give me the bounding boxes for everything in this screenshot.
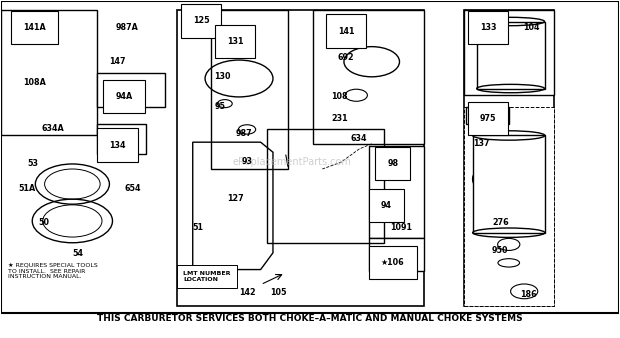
Text: 142: 142 <box>239 288 255 297</box>
Text: 94: 94 <box>381 201 392 210</box>
Text: 133: 133 <box>480 23 496 32</box>
Text: 186: 186 <box>520 290 536 299</box>
FancyBboxPatch shape <box>466 107 509 124</box>
Text: 104: 104 <box>523 23 539 32</box>
FancyBboxPatch shape <box>1 1 619 313</box>
FancyBboxPatch shape <box>177 10 424 307</box>
Text: 276: 276 <box>492 218 508 226</box>
Text: 50: 50 <box>38 218 50 226</box>
FancyBboxPatch shape <box>211 10 288 169</box>
Text: 54: 54 <box>73 249 83 259</box>
Text: 137: 137 <box>474 139 490 148</box>
FancyBboxPatch shape <box>473 136 545 233</box>
Text: 51A: 51A <box>19 184 36 193</box>
Text: 108A: 108A <box>23 78 46 88</box>
FancyBboxPatch shape <box>464 10 554 95</box>
Text: 692: 692 <box>338 53 355 62</box>
Text: 141A: 141A <box>23 23 46 32</box>
Text: LMT NUMBER
LOCATION: LMT NUMBER LOCATION <box>184 271 231 282</box>
FancyBboxPatch shape <box>477 22 544 89</box>
Text: 131: 131 <box>227 37 243 46</box>
Text: 105: 105 <box>270 288 286 297</box>
Text: 654: 654 <box>125 184 141 193</box>
Text: 51: 51 <box>193 223 204 232</box>
FancyBboxPatch shape <box>464 107 554 307</box>
Text: ★ REQUIRES SPECIAL TOOLS
TO INSTALL.  SEE REPAIR
INSTRUCTION MANUAL.: ★ REQUIRES SPECIAL TOOLS TO INSTALL. SEE… <box>7 263 97 280</box>
Text: 108: 108 <box>332 92 348 101</box>
FancyBboxPatch shape <box>464 10 554 307</box>
FancyBboxPatch shape <box>369 146 424 238</box>
Text: 634A: 634A <box>42 124 64 133</box>
Text: 130: 130 <box>215 72 231 81</box>
Text: 134: 134 <box>109 141 126 149</box>
Text: 95: 95 <box>215 102 225 111</box>
Text: 987A: 987A <box>115 23 138 32</box>
Text: 98: 98 <box>387 159 398 168</box>
Text: THIS CARBURETOR SERVICES BOTH CHOKE–A–MATIC AND MANUAL CHOKE SYSTEMS: THIS CARBURETOR SERVICES BOTH CHOKE–A–MA… <box>97 314 523 323</box>
Text: 147: 147 <box>109 57 126 66</box>
Text: 94A: 94A <box>115 92 133 101</box>
FancyBboxPatch shape <box>97 124 146 154</box>
Text: 231: 231 <box>332 114 348 123</box>
Text: ★106: ★106 <box>381 258 405 267</box>
Text: 141: 141 <box>338 26 354 35</box>
Text: 125: 125 <box>193 17 210 25</box>
Text: 634: 634 <box>350 134 366 143</box>
Text: 975: 975 <box>480 114 496 123</box>
Text: 987: 987 <box>236 129 252 138</box>
Text: 950: 950 <box>492 246 508 255</box>
Text: 53: 53 <box>27 159 38 168</box>
FancyBboxPatch shape <box>97 73 165 107</box>
Text: 93: 93 <box>242 157 253 166</box>
Text: eReplacementParts.com: eReplacementParts.com <box>232 157 351 167</box>
Text: 127: 127 <box>227 194 243 203</box>
FancyBboxPatch shape <box>313 10 424 144</box>
FancyBboxPatch shape <box>369 238 424 271</box>
FancyBboxPatch shape <box>1 10 97 136</box>
Text: 1091: 1091 <box>390 223 412 232</box>
